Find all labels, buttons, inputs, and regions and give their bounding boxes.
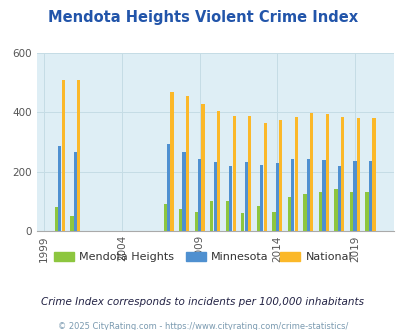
Bar — [263, 123, 266, 231]
Bar — [58, 146, 61, 231]
Bar — [62, 81, 65, 231]
Bar — [256, 206, 259, 231]
Bar — [272, 212, 275, 231]
Bar — [278, 120, 281, 231]
Bar — [163, 204, 166, 231]
Bar — [334, 189, 337, 231]
Bar — [349, 192, 352, 231]
Bar — [77, 81, 80, 231]
Bar — [210, 201, 213, 231]
Bar — [55, 207, 58, 231]
Bar — [244, 162, 247, 231]
Bar — [294, 117, 297, 231]
Bar — [185, 96, 189, 231]
Bar — [179, 209, 182, 231]
Bar — [198, 159, 201, 231]
Bar — [170, 92, 173, 231]
Bar — [166, 144, 170, 231]
Bar — [356, 118, 359, 231]
Bar — [213, 162, 216, 231]
Legend: Mendota Heights, Minnesota, National: Mendota Heights, Minnesota, National — [49, 248, 356, 267]
Bar — [247, 116, 251, 231]
Bar — [364, 192, 368, 231]
Text: Crime Index corresponds to incidents per 100,000 inhabitants: Crime Index corresponds to incidents per… — [41, 297, 364, 307]
Bar — [318, 192, 321, 231]
Bar — [201, 104, 204, 231]
Text: © 2025 CityRating.com - https://www.cityrating.com/crime-statistics/: © 2025 CityRating.com - https://www.city… — [58, 322, 347, 330]
Text: Mendota Heights Violent Crime Index: Mendota Heights Violent Crime Index — [48, 10, 357, 25]
Bar — [225, 201, 228, 231]
Bar — [368, 161, 371, 231]
Bar — [260, 165, 263, 231]
Bar — [371, 118, 375, 231]
Bar — [306, 159, 309, 231]
Bar — [216, 111, 220, 231]
Bar — [232, 116, 235, 231]
Bar — [275, 163, 278, 231]
Bar — [337, 166, 340, 231]
Bar — [309, 113, 313, 231]
Bar — [325, 114, 328, 231]
Bar — [352, 161, 356, 231]
Bar — [70, 216, 73, 231]
Bar — [74, 152, 77, 231]
Bar — [290, 159, 294, 231]
Bar — [322, 160, 325, 231]
Bar — [241, 213, 244, 231]
Bar — [194, 212, 197, 231]
Bar — [303, 194, 306, 231]
Bar — [287, 197, 290, 231]
Bar — [341, 117, 344, 231]
Bar — [228, 166, 232, 231]
Bar — [182, 152, 185, 231]
